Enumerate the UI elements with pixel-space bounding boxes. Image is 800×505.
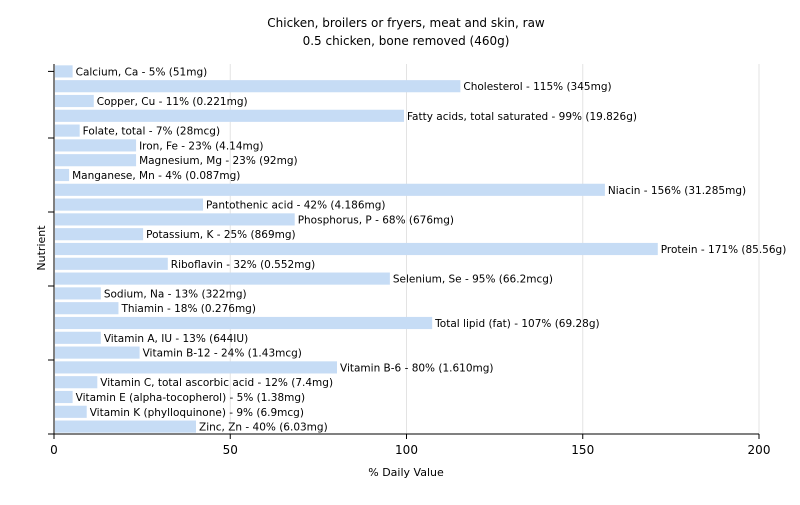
- chart-subtitle: 0.5 chicken, bone removed (460g): [303, 34, 510, 48]
- bar-2: [55, 94, 94, 108]
- bar-3: [55, 109, 404, 122]
- bar-22: [55, 390, 73, 404]
- bar-label: Vitamin B-12 - 24% (1.43mcg): [143, 348, 302, 360]
- bar-label: Magnesium, Mg - 23% (92mg): [139, 155, 298, 167]
- bar-17: [55, 316, 433, 330]
- bar-label: Copper, Cu - 11% (0.221mg): [97, 96, 248, 108]
- bar-label: Vitamin B-6 - 80% (1.610mg): [340, 362, 494, 374]
- bar-label: Vitamin K (phylloquinone) - 9% (6.9mcg): [90, 407, 304, 419]
- bar-6: [55, 154, 137, 167]
- bar-label: Vitamin C, total ascorbic acid - 12% (7.…: [100, 377, 333, 389]
- bar-label: Vitamin E (alpha-tocopherol) - 5% (1.38m…: [76, 392, 306, 404]
- bar-23: [55, 405, 87, 418]
- bar-label: Vitamin A, IU - 13% (644IU): [104, 333, 248, 345]
- bar-24: [55, 420, 196, 433]
- bar-label: Calcium, Ca - 5% (51mg): [76, 66, 208, 78]
- y-axis-label: Nutrient: [35, 225, 48, 271]
- bar-7: [55, 168, 70, 182]
- bar-18: [55, 331, 101, 344]
- bar-4: [55, 124, 80, 137]
- axis-layer: 0 50 100 150 200: [48, 64, 770, 457]
- bar-label: Potassium, K - 25% (869mg): [146, 229, 296, 241]
- bar-14: [55, 272, 390, 285]
- x-axis-label: % Daily Value: [368, 466, 444, 479]
- bar-label: Manganese, Mn - 4% (0.087mg): [72, 170, 240, 182]
- bar-label: Folate, total - 7% (28mcg): [83, 126, 220, 138]
- bar-label: Phosphorus, P - 68% (676mg): [298, 214, 454, 226]
- bar-label: Sodium, Na - 13% (322mg): [104, 288, 247, 300]
- bar-layer: Calcium, Ca - 5% (51mg) Cholesterol - 115…: [55, 65, 787, 434]
- bar-1: [55, 80, 461, 93]
- bar-label: Cholesterol - 115% (345mg): [463, 81, 611, 93]
- bar-11: [55, 228, 144, 241]
- bar-label: Total lipid (fat) - 107% (69.28g): [434, 318, 599, 330]
- bar-label: Riboflavin - 32% (0.552mg): [171, 259, 315, 271]
- x-tick-label: 50: [223, 443, 238, 457]
- x-tick-label: 150: [571, 443, 594, 457]
- bar-19: [55, 346, 140, 359]
- bar-10: [55, 213, 295, 226]
- bar-label: Protein - 171% (85.56g): [661, 244, 787, 256]
- bar-label: Selenium, Se - 95% (66.2mcg): [393, 274, 553, 286]
- bar-label: Fatty acids, total saturated - 99% (19.8…: [407, 111, 637, 123]
- bar-15: [55, 287, 101, 300]
- bar-5: [55, 139, 137, 152]
- bar-label: Niacin - 156% (31.285mg): [608, 185, 746, 197]
- bar-8: [55, 183, 605, 196]
- bar-13: [55, 257, 168, 270]
- bar-label: Pantothenic acid - 42% (4.186mg): [206, 200, 385, 212]
- bar-label: Zinc, Zn - 40% (6.03mg): [199, 422, 328, 434]
- bar-12: [55, 242, 658, 256]
- bar-21: [55, 376, 98, 389]
- x-tick-label: 200: [748, 443, 771, 457]
- x-tick-label: 0: [50, 443, 58, 457]
- bar-label: Iron, Fe - 23% (4.14mg): [139, 140, 263, 152]
- bar-20: [55, 361, 337, 374]
- bar-16: [55, 302, 119, 315]
- x-tick-label: 100: [395, 443, 418, 457]
- bar-0: [55, 65, 73, 78]
- bar-9: [55, 198, 204, 211]
- bar-label: Thiamin - 18% (0.276mg): [120, 303, 256, 315]
- chart-title: Chicken, broilers or fryers, meat and sk…: [267, 16, 545, 30]
